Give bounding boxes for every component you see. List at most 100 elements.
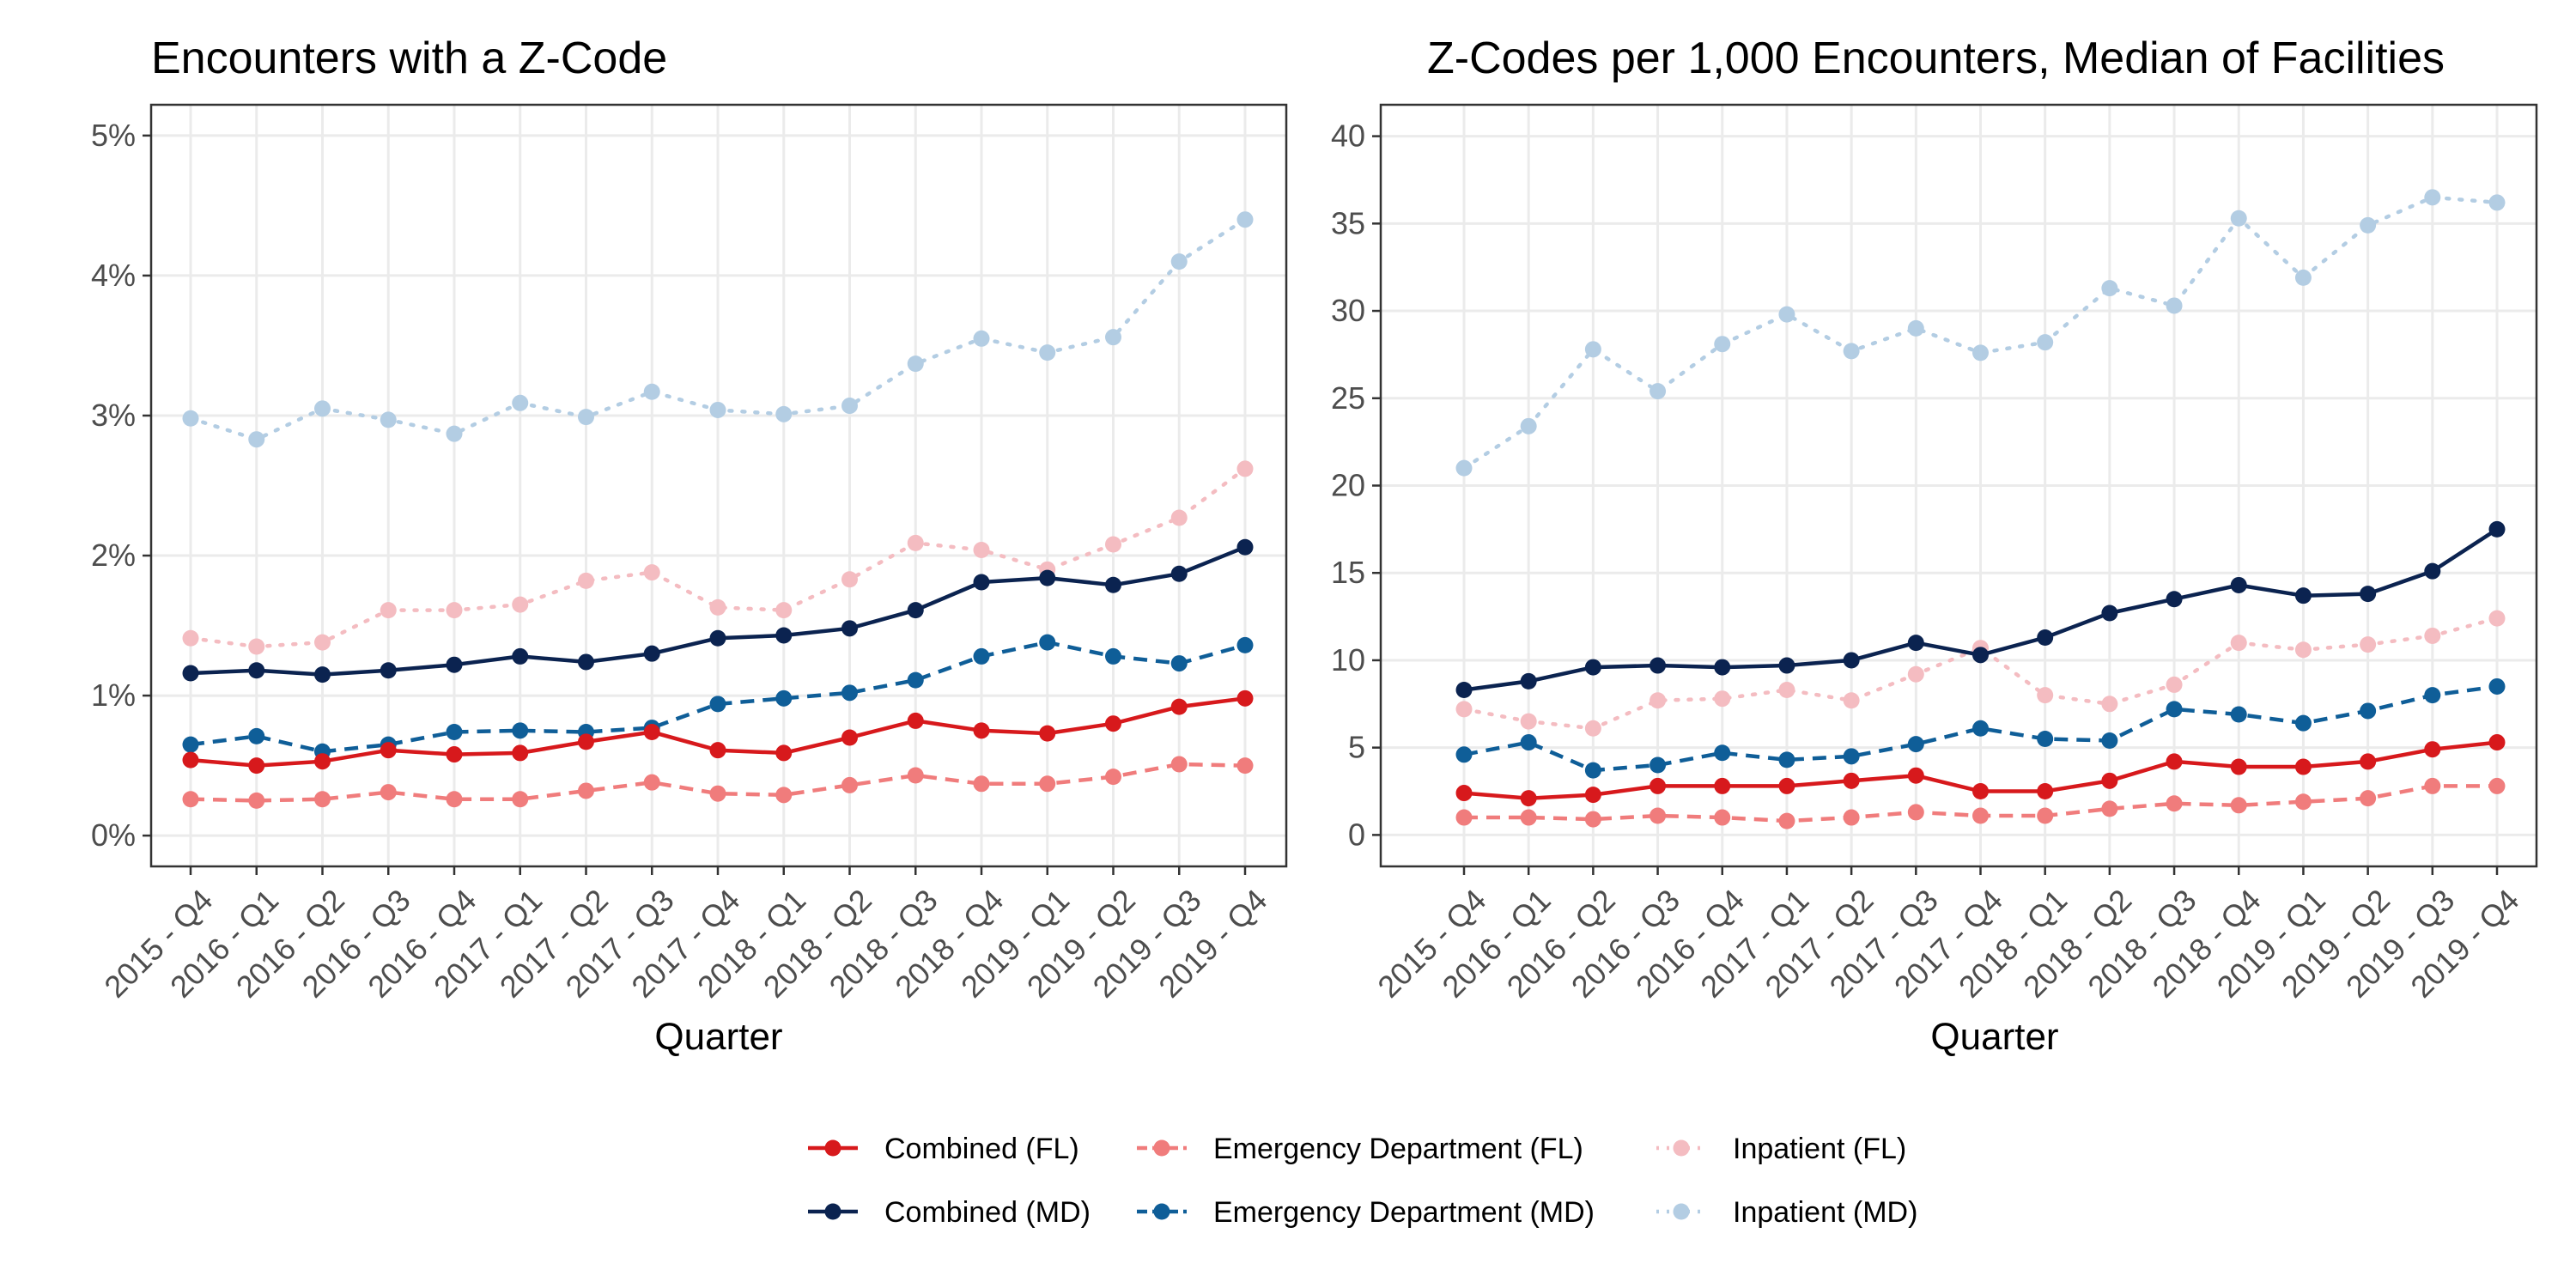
data-point	[1649, 657, 1667, 674]
data-point	[1972, 807, 1989, 824]
data-point	[1236, 690, 1254, 707]
legend-label: Emergency Department (FL)	[1213, 1133, 1583, 1165]
data-point	[2488, 194, 2506, 211]
data-point	[1714, 690, 1731, 708]
data-point	[1584, 341, 1601, 358]
y-tick-label: 4%	[91, 258, 136, 293]
y-axis: 0 5 10 15 20 25 30 35 40	[1331, 118, 1381, 852]
y-tick-label: 30	[1331, 293, 1365, 328]
data-point	[2360, 790, 2377, 807]
data-point	[1907, 635, 1924, 652]
series-line	[1463, 684, 2498, 773]
data-point	[1170, 253, 1188, 270]
data-point	[2037, 730, 2054, 747]
data-point	[2101, 800, 2118, 817]
data-point	[1170, 655, 1188, 672]
chart-panel-z-codes-per-1000: Z-Codes per 1,000 Encounters, Median of …	[1331, 33, 2538, 1058]
legend-key-point	[1153, 1203, 1170, 1220]
data-point	[446, 746, 463, 763]
y-tick-label: 10	[1331, 642, 1365, 677]
legend-item-ed-md: Emergency Department (MD)	[1137, 1196, 1595, 1229]
data-point	[248, 431, 265, 448]
data-point	[2230, 576, 2247, 593]
data-point	[1039, 344, 1056, 361]
data-point	[907, 534, 924, 551]
data-point	[841, 398, 858, 415]
data-point	[380, 662, 397, 679]
data-point	[1170, 756, 1188, 773]
data-point	[1778, 306, 1795, 323]
data-point	[775, 602, 793, 619]
data-point	[446, 425, 463, 442]
legend-item-inp-md: Inpatient (MD)	[1656, 1196, 1917, 1229]
series-ed-fl	[182, 756, 1254, 809]
data-point	[1520, 417, 1537, 434]
data-point	[1455, 746, 1473, 763]
y-tick-label: 35	[1331, 205, 1365, 240]
data-point	[248, 727, 265, 744]
legend-item-inp-fl: Inpatient (FL)	[1656, 1133, 1906, 1165]
data-point	[2424, 741, 2441, 758]
data-point	[1105, 715, 1121, 732]
data-point	[709, 696, 726, 713]
data-point	[907, 602, 924, 619]
data-point	[446, 791, 463, 808]
data-point	[314, 791, 331, 808]
data-point	[643, 645, 660, 662]
data-point	[182, 751, 199, 769]
data-point	[1236, 757, 1254, 775]
data-point	[1972, 344, 1989, 361]
data-point	[2294, 587, 2312, 605]
data-point	[314, 400, 331, 417]
data-point	[1843, 809, 1860, 826]
chart-title: Encounters with a Z-Code	[151, 33, 667, 83]
data-point	[314, 666, 331, 683]
data-point	[1778, 657, 1795, 674]
data-point	[2294, 641, 2312, 659]
series-ed-md	[1455, 677, 2506, 779]
data-point	[709, 598, 726, 616]
data-point	[2166, 753, 2183, 770]
data-point	[2230, 210, 2247, 227]
data-point	[1236, 460, 1254, 477]
data-point	[1170, 565, 1188, 582]
y-tick-label: 5	[1348, 730, 1365, 765]
data-point	[643, 723, 660, 740]
data-point	[2037, 334, 2054, 351]
data-point	[248, 662, 265, 679]
data-point	[380, 784, 397, 801]
y-axis: 0% 1% 2% 3% 4% 5%	[91, 118, 151, 853]
data-point	[2230, 706, 2247, 723]
data-point	[841, 620, 858, 637]
data-point	[2037, 783, 2054, 800]
data-point	[2360, 636, 2377, 653]
data-point	[1649, 756, 1667, 774]
series-combined-md	[182, 538, 1254, 683]
data-point	[1455, 701, 1473, 718]
data-point	[643, 774, 660, 791]
data-point	[2424, 562, 2441, 580]
data-point	[1105, 647, 1121, 665]
data-point	[2294, 269, 2312, 286]
data-point	[2101, 605, 2118, 622]
y-tick-label: 15	[1331, 555, 1365, 590]
data-point	[2166, 591, 2183, 608]
data-point	[2230, 758, 2247, 775]
data-point	[578, 409, 594, 426]
data-point	[182, 410, 199, 427]
chart-panel-encounters-with-z-code: Encounters with a Z-Code 0% 1% 2% 3% 4% 5% 201…	[91, 33, 1288, 1058]
data-point	[2488, 520, 2506, 538]
data-point	[2360, 753, 2377, 770]
data-point	[973, 330, 990, 347]
data-point	[578, 782, 594, 799]
chart-title: Z-Codes per 1,000 Encounters, Median of …	[1427, 33, 2445, 83]
data-point	[1649, 777, 1667, 794]
data-point	[709, 629, 726, 647]
data-point	[841, 684, 858, 702]
legend-label: Combined (FL)	[884, 1133, 1079, 1165]
data-point	[2101, 772, 2118, 789]
data-point	[1105, 769, 1121, 786]
data-point	[1714, 777, 1731, 794]
legend-key-point	[1153, 1139, 1170, 1157]
